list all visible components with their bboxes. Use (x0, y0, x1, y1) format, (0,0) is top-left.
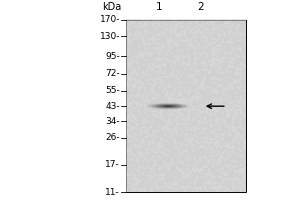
Text: 26-: 26- (105, 133, 120, 142)
Text: 34-: 34- (105, 117, 120, 126)
Text: 2: 2 (197, 2, 204, 12)
Text: 43-: 43- (105, 102, 120, 111)
Text: 1: 1 (156, 2, 163, 12)
Text: 17-: 17- (105, 160, 120, 169)
Text: 170-: 170- (100, 15, 120, 24)
Text: 130-: 130- (100, 32, 120, 41)
Text: 11-: 11- (105, 188, 120, 197)
Text: 95-: 95- (105, 52, 120, 61)
Bar (126, 20, 246, 192)
Text: kDa: kDa (102, 2, 121, 12)
Text: 72-: 72- (105, 69, 120, 78)
Text: 55-: 55- (105, 86, 120, 95)
